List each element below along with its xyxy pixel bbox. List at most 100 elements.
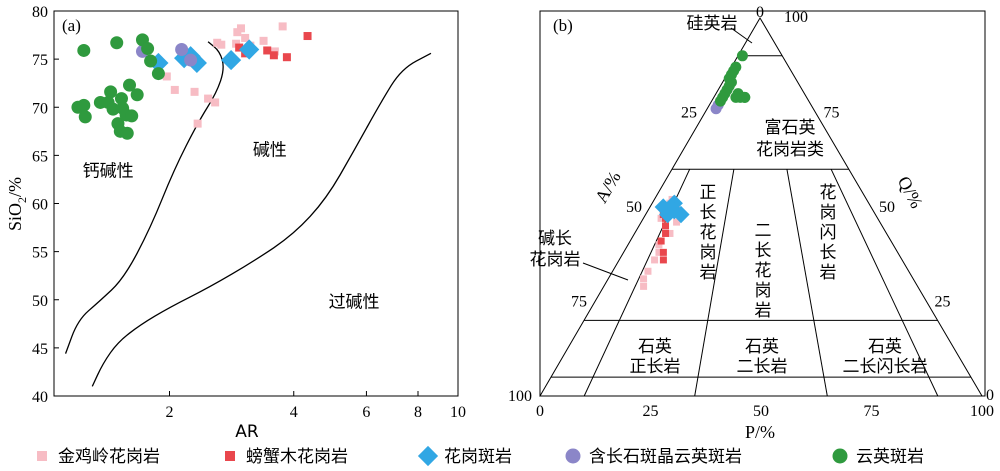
x-tick-label: 8 bbox=[414, 404, 422, 421]
field-label-line: 正 bbox=[700, 183, 717, 203]
data-point bbox=[659, 248, 667, 256]
ap-field-line bbox=[786, 169, 828, 397]
q-axis-label: Q/% bbox=[894, 173, 927, 212]
data-point bbox=[170, 85, 179, 94]
panel-a-plot-frame bbox=[53, 10, 459, 397]
field-label-line: 碱长 bbox=[538, 229, 572, 249]
panel-a-label: (a) bbox=[62, 16, 81, 35]
field-label-line: 硅英岩 bbox=[687, 14, 738, 34]
data-point bbox=[184, 53, 198, 67]
field-label-line: 正长岩 bbox=[630, 357, 681, 377]
left-tick-label: 50 bbox=[626, 199, 642, 216]
y-tick-label: 55 bbox=[32, 245, 48, 262]
field-label-line: 石英 bbox=[868, 337, 902, 357]
data-point bbox=[655, 241, 663, 249]
data-point bbox=[141, 42, 155, 56]
data-point bbox=[269, 51, 278, 60]
data-point bbox=[725, 69, 737, 81]
legend-marker bbox=[565, 448, 581, 464]
data-point bbox=[714, 95, 726, 107]
field-label-line: 岩 bbox=[700, 263, 717, 283]
data-point bbox=[657, 237, 665, 245]
panel-a-ticks: 40 45 50 55 60 65 70 75 80 2 4 6 8 10 bbox=[32, 4, 466, 421]
field-label-line: 石英 bbox=[745, 337, 779, 357]
field-label-line: 二长闪长岩 bbox=[843, 357, 928, 377]
leader-line-silexite bbox=[730, 27, 753, 44]
data-point bbox=[730, 91, 742, 103]
x-tick-label: 10 bbox=[450, 404, 466, 421]
data-point bbox=[655, 248, 663, 256]
data-point bbox=[657, 214, 665, 222]
left-tick-label: 75 bbox=[571, 294, 587, 311]
field-label-line: 岗 bbox=[700, 243, 717, 263]
field-label-line: 花岗岩 bbox=[530, 250, 581, 270]
legend-label: 含长石斑晶云英斑岩 bbox=[589, 447, 742, 467]
ternary-triangle bbox=[539, 17, 983, 397]
field-label: 碱长花岗岩 bbox=[530, 229, 581, 270]
field-label-line: 岩 bbox=[820, 263, 837, 283]
panel-b-label: (b) bbox=[553, 16, 573, 35]
data-point bbox=[278, 22, 287, 31]
a-axis-label: A/% bbox=[591, 168, 625, 207]
y-tick-label: 40 bbox=[32, 389, 48, 406]
data-point bbox=[241, 33, 250, 42]
data-point bbox=[739, 91, 751, 103]
y-tick-label: 75 bbox=[32, 52, 48, 69]
data-point bbox=[640, 282, 648, 290]
y-tick-label: 65 bbox=[32, 148, 48, 165]
data-point bbox=[666, 229, 674, 237]
data-point bbox=[175, 43, 189, 56]
y-tick-label: 60 bbox=[32, 197, 48, 214]
p-axis-label: P/% bbox=[745, 422, 775, 442]
bottom-tick-label: 100 bbox=[970, 403, 994, 420]
data-point bbox=[193, 119, 202, 128]
data-point bbox=[659, 256, 667, 264]
data-point bbox=[651, 256, 659, 264]
field-label-line: 长 bbox=[820, 243, 837, 263]
field-label-line: 岗 bbox=[755, 281, 772, 301]
right-tick-label: 25 bbox=[935, 294, 951, 311]
field-label-line: 富石英 bbox=[765, 118, 816, 138]
y-label-tail: /% bbox=[5, 177, 25, 197]
legend-marker bbox=[832, 448, 848, 464]
bottom-tick-label: 25 bbox=[643, 403, 659, 420]
data-point bbox=[77, 43, 91, 57]
data-point bbox=[221, 50, 242, 71]
y-label-sub: 2 bbox=[15, 197, 29, 203]
region-label: 钙碱性 bbox=[83, 162, 134, 182]
y-tick-label: 80 bbox=[32, 4, 48, 21]
data-point bbox=[204, 94, 213, 103]
legend: 金鸡岭花岗岩 螃蟹木花岗岩 花岗斑岩 含长石斑晶云英斑岩 云英斑岩 bbox=[37, 445, 924, 467]
right-tick-label: 75 bbox=[824, 105, 840, 122]
field-label-line: 闪 bbox=[820, 223, 837, 243]
x-tick-label: 6 bbox=[362, 404, 370, 421]
data-point bbox=[125, 109, 139, 123]
region-label: 碱性 bbox=[253, 140, 287, 160]
data-point bbox=[259, 36, 268, 45]
ternary-outline bbox=[539, 17, 983, 397]
bottom-tick-label: 50 bbox=[753, 403, 769, 420]
left-tick-label: 25 bbox=[681, 105, 697, 122]
field-label-line: 二 bbox=[755, 221, 772, 241]
legend-label: 云英斑岩 bbox=[856, 447, 924, 467]
panel-a-points bbox=[71, 22, 312, 140]
data-point bbox=[114, 92, 128, 106]
data-point bbox=[151, 67, 165, 81]
data-point bbox=[148, 52, 169, 74]
data-point bbox=[239, 39, 260, 60]
data-point bbox=[190, 87, 199, 96]
legend-label: 螃蟹木花岗岩 bbox=[246, 447, 348, 467]
data-point bbox=[123, 78, 137, 92]
data-point bbox=[654, 198, 672, 216]
legend-marker bbox=[37, 451, 47, 461]
data-point bbox=[213, 38, 222, 47]
data-point bbox=[104, 85, 118, 99]
y-tick-label: 45 bbox=[32, 341, 48, 358]
field-label-line: 花 bbox=[820, 183, 837, 203]
field-label: 石英正长岩 bbox=[630, 337, 681, 377]
right-tick-label: 50 bbox=[879, 199, 895, 216]
data-point bbox=[78, 110, 92, 124]
